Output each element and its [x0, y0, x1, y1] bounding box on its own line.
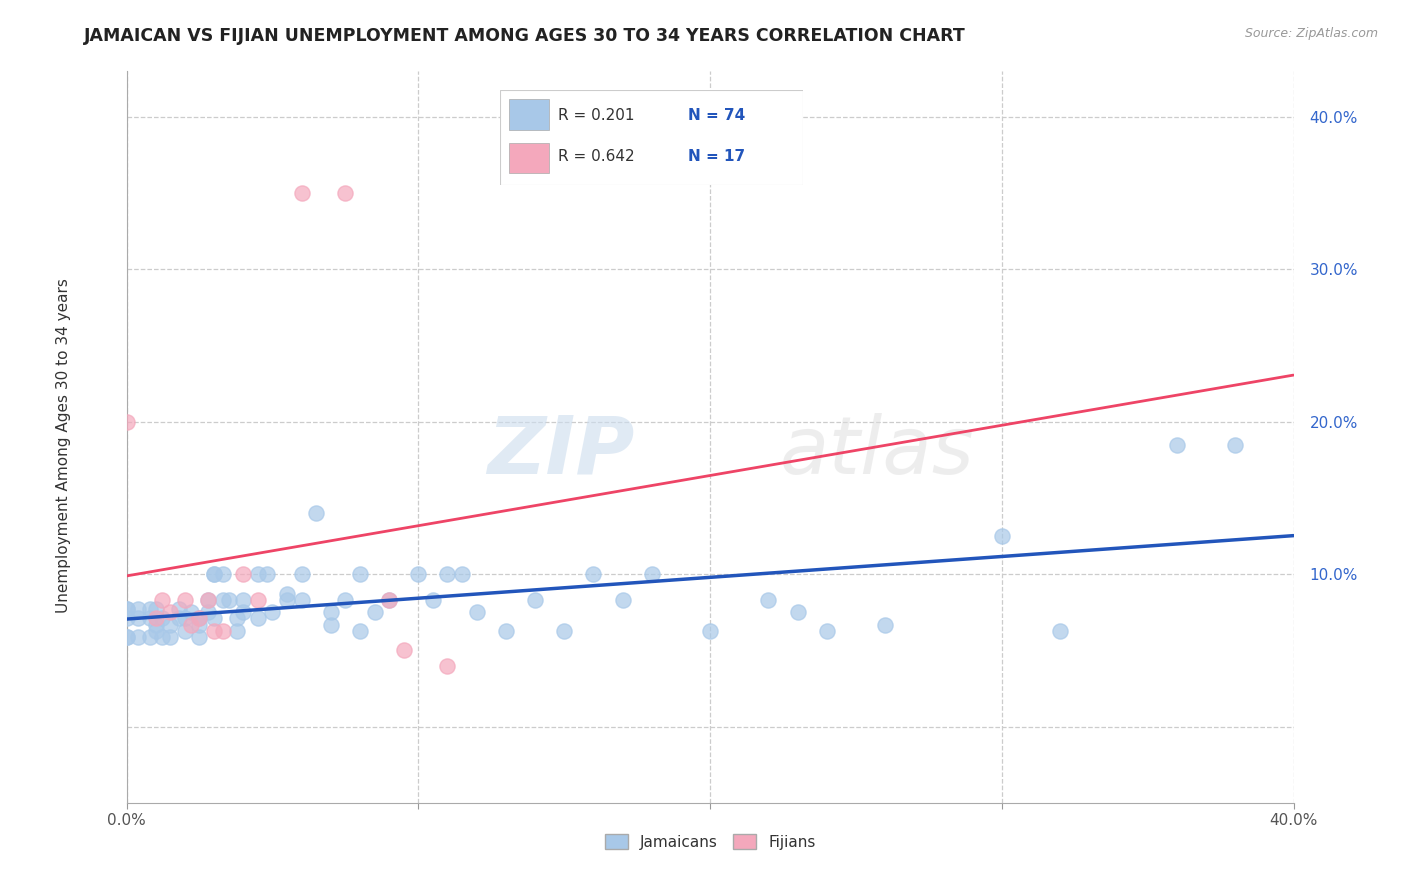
- Point: [363, 605, 385, 619]
- Point: [335, 186, 357, 201]
- Point: [815, 624, 838, 638]
- Point: [319, 605, 342, 619]
- Point: [159, 605, 181, 619]
- Point: [699, 624, 721, 638]
- Point: [875, 617, 897, 632]
- Text: Source: ZipAtlas.com: Source: ZipAtlas.com: [1244, 27, 1378, 40]
- Point: [139, 611, 162, 625]
- Point: [202, 567, 225, 582]
- Point: [167, 602, 190, 616]
- Point: [990, 529, 1012, 543]
- Point: [197, 605, 219, 619]
- Point: [290, 593, 312, 607]
- Point: [246, 593, 269, 607]
- Point: [127, 611, 149, 625]
- Point: [150, 611, 173, 625]
- Point: [115, 630, 138, 644]
- Point: [232, 605, 254, 619]
- Point: [1049, 624, 1071, 638]
- Point: [115, 602, 138, 616]
- Point: [422, 593, 444, 607]
- Point: [378, 593, 401, 607]
- Point: [232, 567, 254, 582]
- Point: [150, 593, 173, 607]
- Point: [180, 605, 202, 619]
- Legend: Jamaicans, Fijians: Jamaicans, Fijians: [598, 826, 823, 857]
- Point: [145, 602, 167, 616]
- Point: [145, 611, 167, 625]
- Point: [232, 593, 254, 607]
- Point: [202, 624, 225, 638]
- Point: [612, 593, 634, 607]
- Text: Unemployment Among Ages 30 to 34 years: Unemployment Among Ages 30 to 34 years: [56, 278, 70, 614]
- Point: [290, 186, 312, 201]
- Point: [276, 593, 298, 607]
- Point: [174, 593, 197, 607]
- Point: [211, 593, 233, 607]
- Point: [246, 611, 269, 625]
- Point: [226, 611, 249, 625]
- Point: [188, 611, 211, 625]
- Point: [335, 593, 357, 607]
- Point: [465, 605, 488, 619]
- Text: atlas: atlas: [780, 413, 974, 491]
- Point: [319, 617, 342, 632]
- Point: [159, 630, 181, 644]
- Point: [1166, 438, 1188, 452]
- Point: [218, 593, 240, 607]
- Text: ZIP: ZIP: [486, 413, 634, 491]
- Point: [582, 567, 605, 582]
- Point: [226, 624, 249, 638]
- Point: [524, 593, 547, 607]
- Point: [188, 630, 211, 644]
- Point: [115, 611, 138, 625]
- Point: [305, 506, 328, 520]
- Point: [115, 415, 138, 429]
- Point: [349, 624, 371, 638]
- Point: [197, 593, 219, 607]
- Point: [139, 630, 162, 644]
- Point: [392, 643, 415, 657]
- Point: [276, 587, 298, 601]
- Point: [159, 617, 181, 632]
- Point: [349, 567, 371, 582]
- Point: [1223, 438, 1246, 452]
- Point: [553, 624, 575, 638]
- Point: [246, 567, 269, 582]
- Point: [495, 624, 517, 638]
- Point: [290, 567, 312, 582]
- Text: JAMAICAN VS FIJIAN UNEMPLOYMENT AMONG AGES 30 TO 34 YEARS CORRELATION CHART: JAMAICAN VS FIJIAN UNEMPLOYMENT AMONG AG…: [84, 27, 966, 45]
- Point: [408, 567, 430, 582]
- Point: [145, 624, 167, 638]
- Point: [756, 593, 779, 607]
- Point: [167, 611, 190, 625]
- Point: [786, 605, 808, 619]
- Point: [150, 630, 173, 644]
- Point: [211, 567, 233, 582]
- Point: [197, 593, 219, 607]
- Point: [127, 602, 149, 616]
- Point: [256, 567, 278, 582]
- Point: [451, 567, 474, 582]
- Point: [640, 567, 664, 582]
- Point: [145, 617, 167, 632]
- Point: [202, 611, 225, 625]
- Point: [188, 617, 211, 632]
- Point: [378, 593, 401, 607]
- Point: [115, 630, 138, 644]
- Point: [115, 602, 138, 616]
- Point: [211, 624, 233, 638]
- Point: [127, 630, 149, 644]
- Point: [174, 624, 197, 638]
- Point: [262, 605, 284, 619]
- Point: [139, 602, 162, 616]
- Point: [436, 567, 458, 582]
- Point: [202, 567, 225, 582]
- Point: [174, 611, 197, 625]
- Point: [436, 658, 458, 673]
- Point: [180, 617, 202, 632]
- Point: [188, 611, 211, 625]
